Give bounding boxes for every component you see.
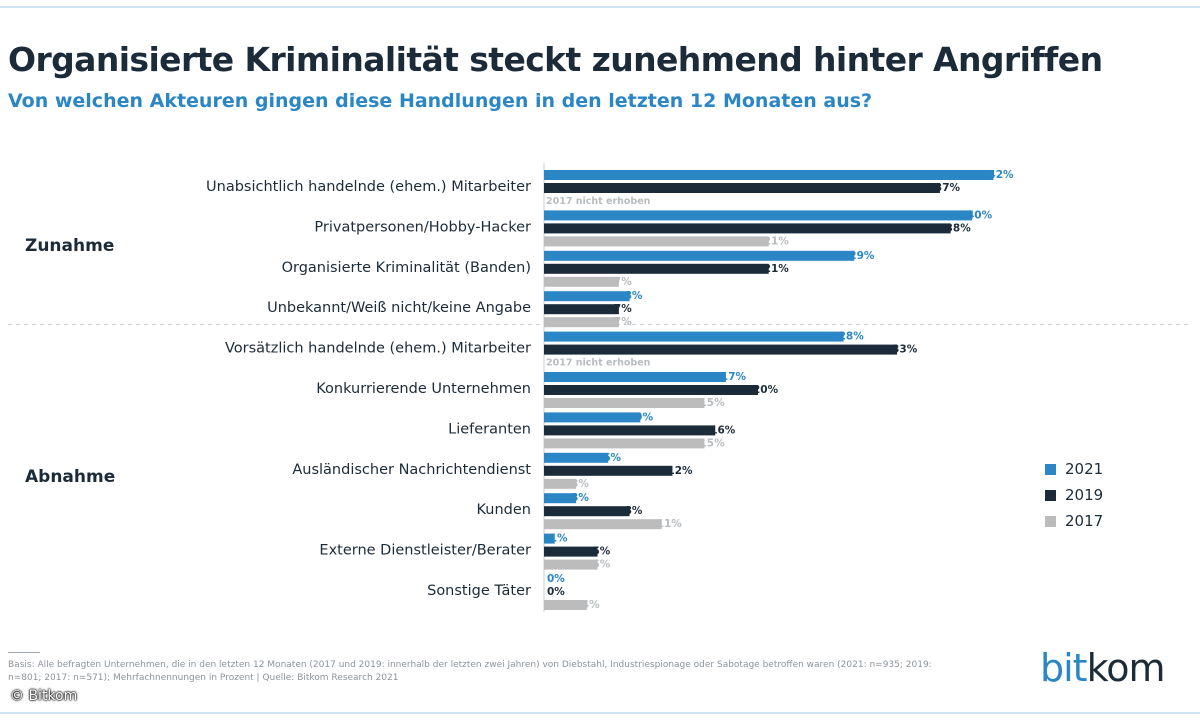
category-label-unbekannt-weiß-nicht-keine-angabe: Unbekannt/Weiß nicht/keine Angabe [267, 300, 531, 316]
value-label-2017: 4% [582, 599, 600, 611]
bar-2021 [544, 210, 972, 221]
value-label-2019: 20% [753, 384, 779, 396]
bar-2021 [544, 291, 630, 302]
value-label-2019: 7% [614, 303, 632, 315]
legend-item-2017: 2017 [1045, 508, 1103, 534]
category-label-unabsichtlich-handelnde-ehem-mitarbeiter: Unabsichtlich handelnde (ehem.) Mitarbei… [206, 179, 531, 195]
legend-swatch-2017 [1045, 515, 1056, 527]
bar-2017 [544, 519, 662, 530]
legend-swatch-2021 [1045, 463, 1056, 475]
category-label-konkurrierende-unternehmen: Konkurrierende Unternehmen [316, 381, 531, 397]
category-label-privatpersonen-hobby-hacker: Privatpersonen/Hobby-Hacker [314, 219, 531, 235]
value-label-2019: 8% [625, 505, 643, 517]
bar-2017 [544, 276, 619, 287]
value-label-2019: 0% [547, 586, 565, 598]
value-label-2021: 17% [721, 371, 747, 383]
category-label-vorsätzlich-handelnde-ehem-mitarbeiter: Vorsätzlich handelnde (ehem.) Mitarbeite… [225, 341, 531, 357]
value-label-2017: 15% [700, 437, 726, 449]
bar-2019 [544, 385, 758, 395]
value-label-2017: 11% [657, 518, 683, 530]
bar-2019 [544, 425, 716, 436]
chart-subtitle: Von welchen Akteuren gingen diese Handlu… [8, 90, 873, 112]
value-label-2017: 5% [593, 559, 611, 571]
bar-2017 [544, 600, 587, 610]
bar-2019 [544, 344, 898, 355]
value-label-2021: 29% [849, 250, 875, 262]
value-label-2019: 33% [892, 344, 918, 356]
legend-swatch-2019 [1045, 489, 1056, 501]
bar-2019 [544, 506, 630, 517]
category-label-externe-dienstleister-berater: Externe Dienstleister/Berater [319, 543, 531, 559]
value-label-2017: 7% [614, 276, 632, 288]
bar-2019 [544, 263, 769, 274]
value-label-2019: 5% [593, 546, 611, 558]
top-rule [0, 6, 1200, 8]
category-label-lieferanten: Lieferanten [448, 421, 531, 437]
value-label-2021: 8% [625, 290, 643, 302]
missing-label-2017: 2017 nicht erhoben [546, 358, 651, 369]
missing-label-2017: 2017 nicht erhoben [546, 196, 651, 207]
value-label-2019: 12% [667, 465, 693, 477]
legend: 2021 2019 2017 [1045, 456, 1103, 534]
bar-2021 [544, 331, 844, 342]
value-label-2017: 7% [614, 316, 632, 328]
bar-2021 [544, 493, 577, 504]
category-label-organisierte-kriminalität-banden: Organisierte Kriminalität (Banden) [282, 260, 531, 276]
value-label-2021: 0% [547, 573, 565, 585]
value-label-2021: 1% [550, 533, 568, 545]
logo-part-bit: bit [1040, 646, 1088, 690]
bar-2019 [544, 183, 940, 193]
bar-2019 [544, 465, 673, 476]
value-label-2017: 21% [764, 235, 790, 247]
logo-part-kom: kom [1086, 646, 1166, 690]
bar-2017 [544, 438, 705, 449]
value-label-2021: 28% [839, 331, 865, 343]
bar-2017 [544, 478, 577, 489]
legend-item-2019: 2019 [1045, 482, 1103, 508]
legend-item-2021: 2021 [1045, 456, 1103, 482]
image-credit: © Bitkom [10, 688, 78, 704]
chart-title: Organisierte Kriminalität steckt zunehme… [8, 40, 1103, 79]
value-label-2021: 40% [967, 209, 993, 221]
legend-label-2017: 2017 [1065, 512, 1104, 530]
bar-2021 [544, 170, 994, 180]
bar-2019 [544, 546, 598, 557]
bar-2017 [544, 398, 705, 408]
bar-2019 [544, 223, 951, 234]
bar-2017 [544, 317, 619, 328]
value-label-2019: 16% [710, 424, 736, 436]
bar-2017 [544, 559, 598, 570]
bar-2017 [544, 236, 769, 247]
value-label-2019: 37% [935, 182, 961, 194]
bar-2021 [544, 412, 641, 423]
value-label-2019: 38% [946, 222, 972, 234]
bar-2019 [544, 304, 619, 315]
bar-2021 [544, 250, 855, 261]
value-label-2021: 9% [635, 411, 653, 423]
group-label-abnahme: Abnahme [25, 467, 116, 487]
value-label-2021: 6% [603, 452, 621, 464]
value-label-2017: 15% [700, 397, 726, 409]
footnote: Basis: Alle befragten Unternehmen, die i… [8, 660, 932, 683]
bar-2021 [544, 533, 555, 544]
legend-label-2019: 2019 [1065, 486, 1104, 504]
value-label-2021: 42% [988, 169, 1014, 181]
category-label-sonstige-täter: Sonstige Täter [427, 583, 531, 599]
value-label-2021: 3% [571, 492, 589, 504]
footnote-rule [8, 652, 40, 653]
legend-label-2021: 2021 [1065, 460, 1104, 478]
category-label-ausländischer-nachrichtendienst: Ausländischer Nachrichtendienst [292, 462, 531, 478]
group-label-zunahme: Zunahme [25, 236, 115, 256]
bar-2021 [544, 452, 609, 463]
value-label-2019: 21% [764, 263, 790, 275]
value-label-2017: 3% [571, 478, 589, 490]
bottom-rule [0, 712, 1200, 714]
bar-2021 [544, 372, 726, 382]
bitkom-logo: bitkom [1040, 646, 1165, 690]
category-label-kunden: Kunden [477, 502, 531, 518]
